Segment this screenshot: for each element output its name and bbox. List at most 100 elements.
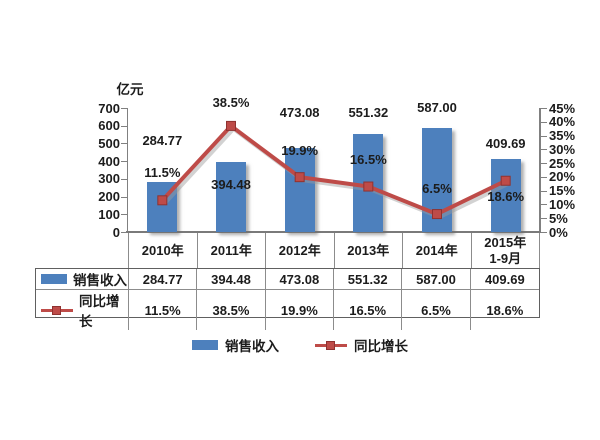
left-axis-tick-label: 100 <box>98 206 120 222</box>
table-row-key: 销售收入 <box>36 269 129 290</box>
right-axis-tick-label: 35% <box>549 128 576 144</box>
category-label: 2013年 <box>335 233 403 268</box>
category-label: 2015年 1-9月 <box>472 233 540 268</box>
table-value-cell: 19.9% <box>266 290 334 330</box>
revenue-value-label: 409.69 <box>485 136 526 151</box>
square-marker <box>326 340 335 350</box>
category-label: 2010年 <box>128 233 198 268</box>
growth-line-marker-icon <box>315 340 347 351</box>
right-axis-tick-label: 0% <box>549 224 568 240</box>
category-label: 2014年 <box>403 233 472 268</box>
growth-point-marker <box>363 181 374 192</box>
left-axis-tick <box>121 125 127 127</box>
legend-revenue-label: 销售收入 <box>225 339 279 354</box>
series-name-label: 销售收入 <box>73 273 127 288</box>
table-value-cell: 18.6% <box>486 302 524 318</box>
category-axis: 2010年 2011年 2012年 2013年 2014年 2015年 1-9月 <box>128 233 540 268</box>
category-label: 2012年 <box>266 233 335 268</box>
growth-line-marker-icon <box>41 305 73 316</box>
x-axis-line <box>126 231 541 233</box>
table-value-cell: 394.48 <box>197 269 266 290</box>
revenue-value-label: 394.48 <box>211 177 251 192</box>
right-axis-tick <box>541 135 547 137</box>
left-axis-unit-label: 亿元 <box>116 82 144 97</box>
growth-point-marker <box>500 175 511 186</box>
legend-growth-label: 同比增长 <box>354 339 408 354</box>
category-label: 2011年 <box>198 233 266 268</box>
data-table: 销售收入 284.77 394.48 473.08 551.32 587.00 409.69… <box>35 268 540 330</box>
revenue-bar <box>490 159 521 232</box>
table-value-cell: 11.5% <box>129 290 198 330</box>
growth-polyline <box>160 123 507 217</box>
growth-value-label: 16.5% <box>349 152 387 167</box>
left-axis-line <box>126 108 128 232</box>
growth-value-label: 38.5% <box>212 95 250 110</box>
right-axis-tick <box>541 204 547 206</box>
right-axis-tick <box>541 149 547 151</box>
left-axis-tick <box>121 232 127 233</box>
revenue-value-label: 284.77 <box>142 133 183 148</box>
revenue-value-label: 473.08 <box>279 105 320 120</box>
revenue-swatch-icon <box>192 340 218 350</box>
growth-value-label: 11.5% <box>144 165 181 180</box>
table-value-cell: 473.08 <box>265 269 334 290</box>
left-axis-tick <box>121 178 127 180</box>
right-axis-tick-label: 40% <box>549 114 576 130</box>
right-axis-tick-label: 10% <box>549 196 576 212</box>
right-axis-tick-label: 20% <box>549 169 576 185</box>
right-axis-tick <box>541 163 547 165</box>
left-axis-tick <box>121 108 127 109</box>
legend-item-revenue: 销售收入 <box>192 335 279 355</box>
growth-value-label: 18.6% <box>487 189 525 204</box>
right-axis-line <box>539 108 541 232</box>
left-axis-tick-label: 600 <box>98 118 120 134</box>
growth-point-marker <box>294 172 305 183</box>
growth-polyline <box>163 126 510 220</box>
table-value-cell: 16.5% <box>334 290 403 330</box>
right-axis-tick <box>541 108 547 109</box>
table-value-cell: 587.00 <box>402 269 471 290</box>
table-value-cell: 6.5% <box>402 290 471 330</box>
right-axis-tick-label: 25% <box>549 155 576 171</box>
growth-line <box>157 120 511 220</box>
revenue-bar <box>216 162 246 232</box>
left-axis-tick <box>121 143 127 145</box>
square-marker <box>52 305 61 315</box>
legend-item-growth: 同比增长 <box>315 335 408 355</box>
revenue-value-label: 551.32 <box>348 105 389 120</box>
growth-value-label: 19.9% <box>281 143 319 158</box>
table-value-cell: 551.32 <box>334 269 403 290</box>
right-axis-tick-label: 30% <box>549 141 576 157</box>
right-axis-tick <box>541 121 547 123</box>
legend: 销售收入 同比增长 <box>0 335 600 355</box>
left-axis-tick-label: 700 <box>98 100 120 116</box>
growth-point-marker <box>157 195 168 206</box>
right-axis-tick-label: 5% <box>549 210 568 226</box>
revenue-swatch-icon <box>41 274 67 284</box>
right-axis-tick <box>541 190 547 192</box>
left-axis-tick <box>121 214 127 216</box>
table-value-cell: 409.69 <box>470 269 539 290</box>
right-axis-tick <box>541 218 547 220</box>
left-axis-tick <box>121 161 127 163</box>
series-name-label: 同比增长 <box>79 294 120 329</box>
right-axis-tick <box>541 176 547 178</box>
revenue-value-label: 587.00 <box>417 100 457 115</box>
table-value-cell: 38.5% <box>197 290 266 330</box>
left-axis-tick-label: 500 <box>98 135 120 151</box>
left-axis-tick <box>121 196 127 198</box>
left-axis-tick-label: 400 <box>98 153 120 169</box>
growth-point-marker <box>432 209 442 220</box>
right-axis-tick-label: 15% <box>549 183 576 199</box>
right-axis-tick <box>541 232 547 233</box>
right-axis-tick-label: 45% <box>549 100 576 116</box>
left-axis-tick-label: 0 <box>112 224 120 240</box>
left-axis-tick-label: 300 <box>98 171 120 187</box>
table-value-cell: 284.77 <box>129 269 198 290</box>
table-row-key: 同比增长 <box>36 290 129 330</box>
revenue-bar <box>284 148 315 232</box>
growth-point-marker <box>226 120 236 131</box>
growth-value-label: 6.5% <box>422 181 452 196</box>
left-axis-tick-label: 200 <box>98 189 120 205</box>
